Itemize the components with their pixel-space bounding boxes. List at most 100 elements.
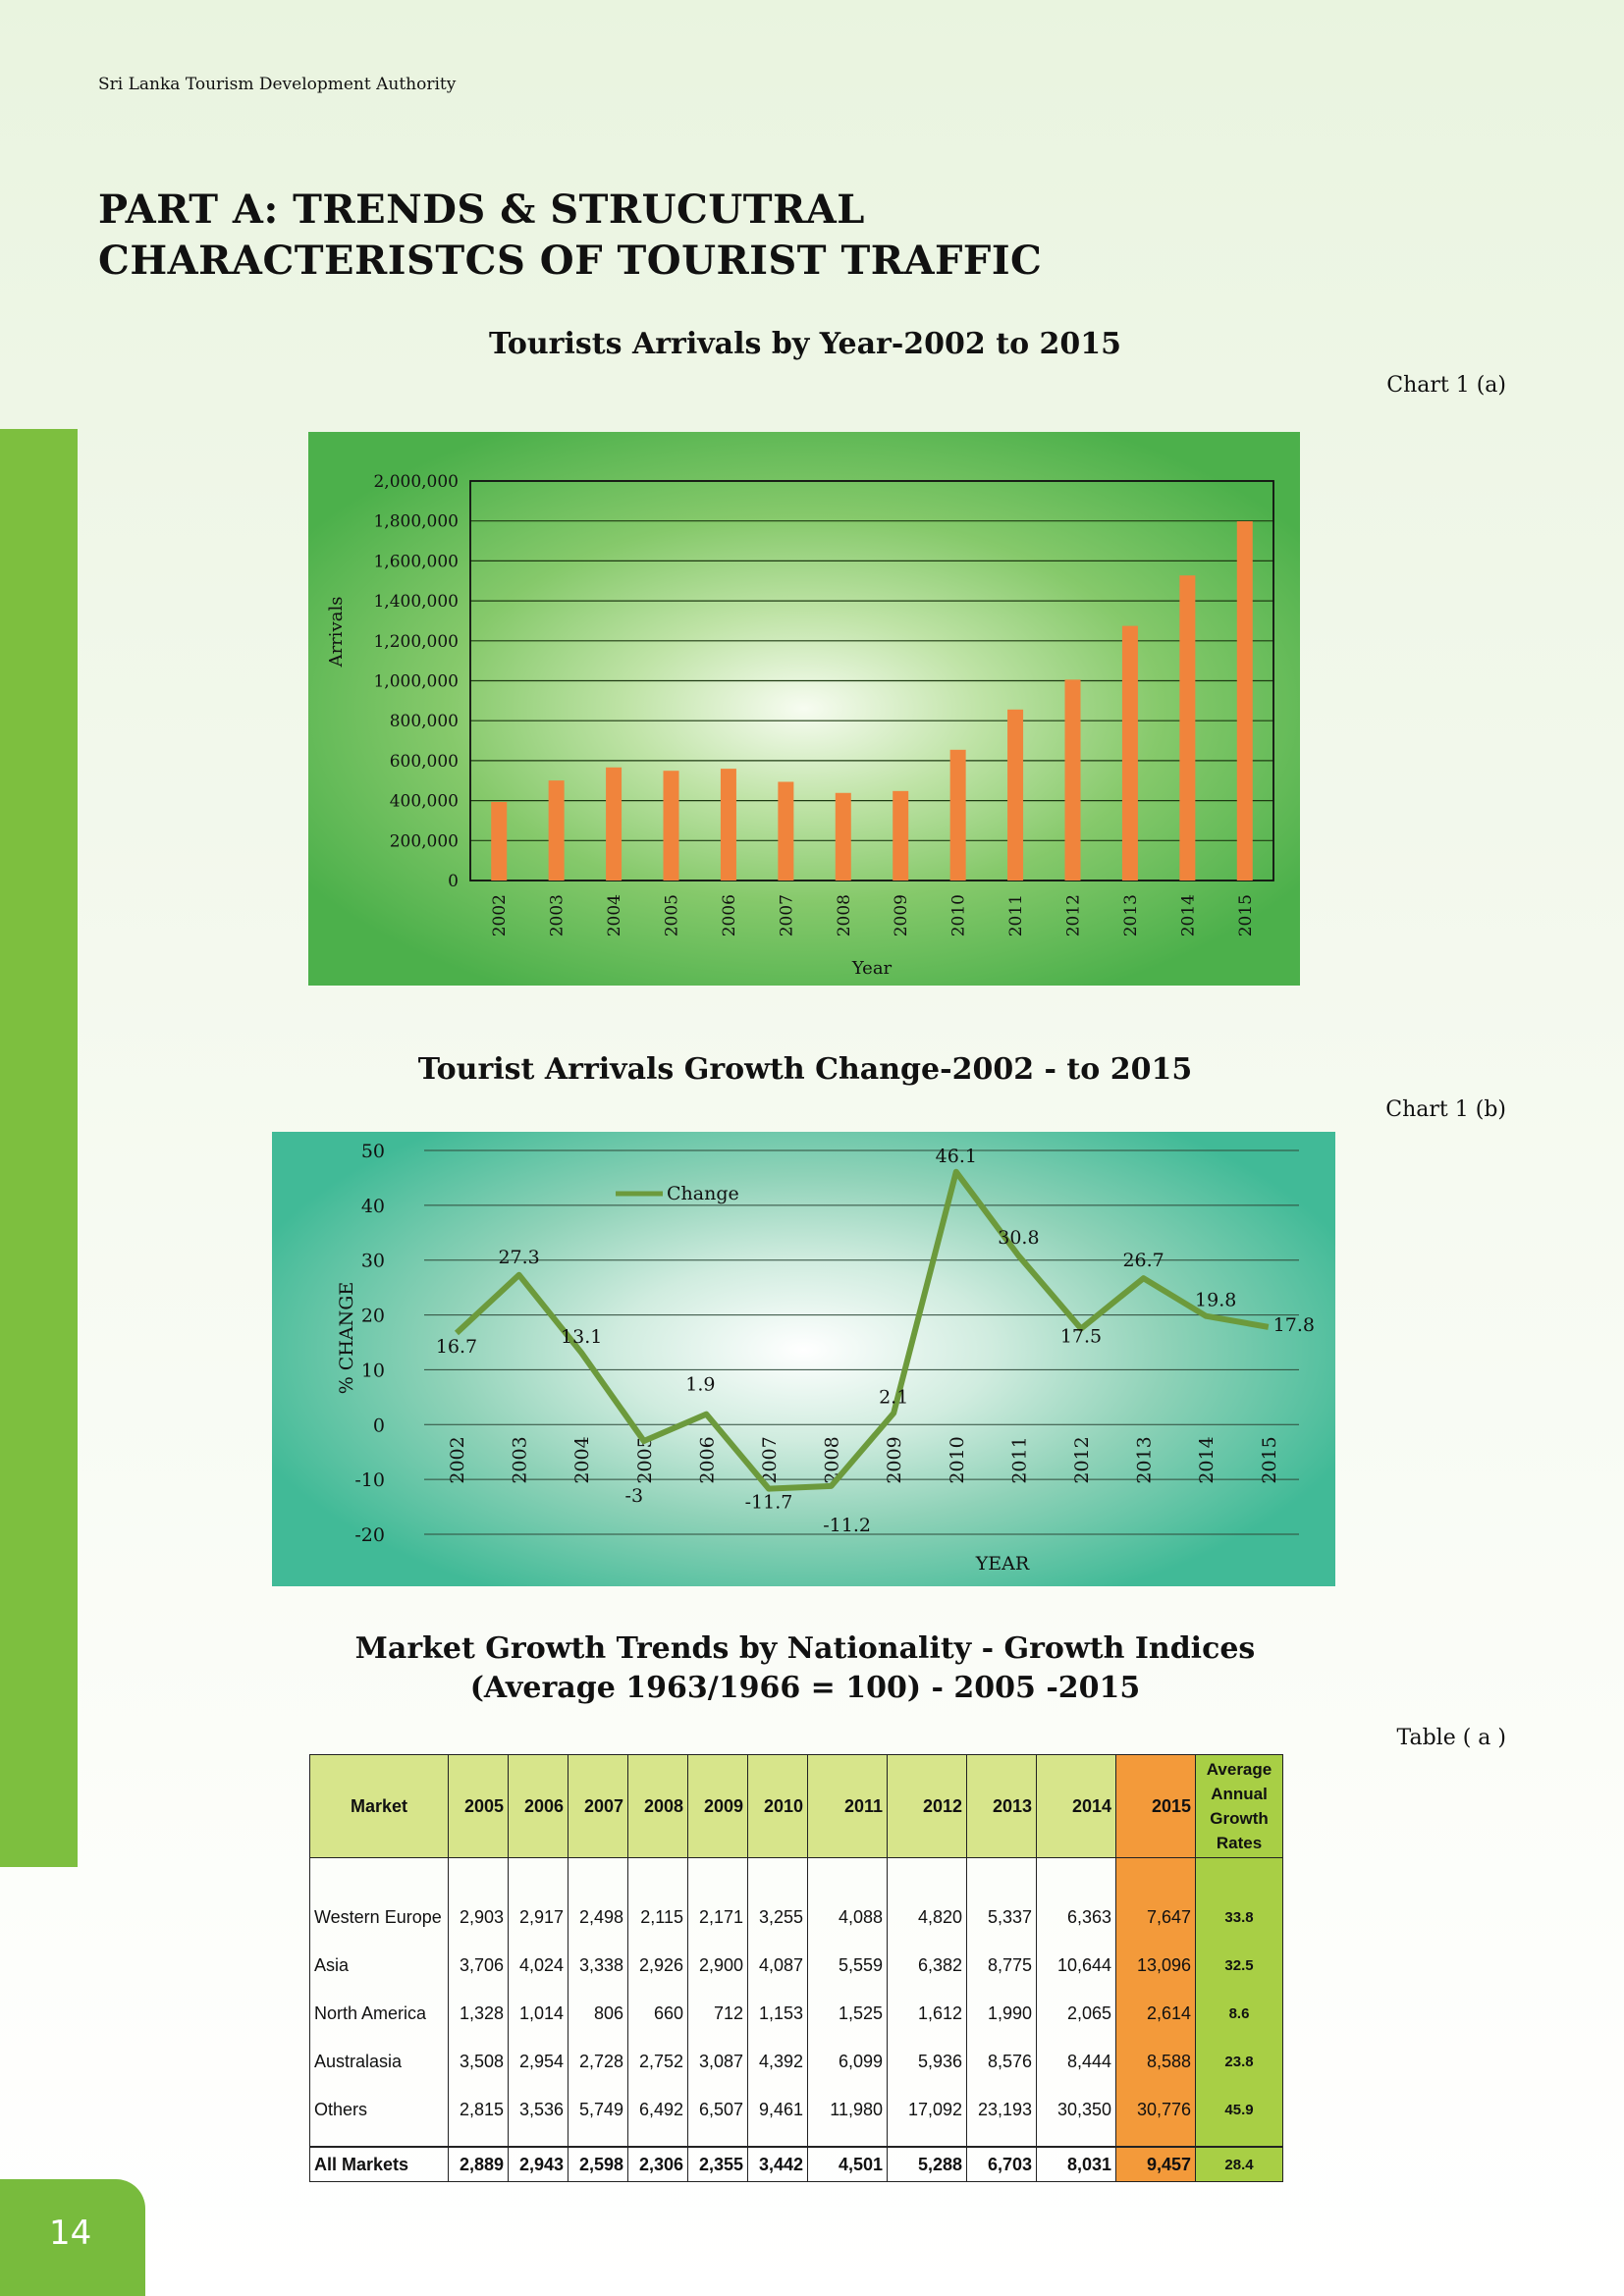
y-tick-label: 2,000,000 — [373, 472, 459, 492]
row-value: 23,193 — [966, 2086, 1037, 2134]
y-tick-label: 1,000,000 — [373, 672, 459, 692]
table-header-row: Market 2005 2006 2007 2008 2009 2010 201… — [309, 1754, 1283, 1858]
series-line-change — [454, 1168, 1270, 1492]
total-value: 2,355 — [687, 2146, 748, 2182]
bar — [548, 780, 565, 881]
x-tick-label: 2009 — [892, 894, 911, 936]
x-tick-label: 2003 — [510, 1436, 531, 1483]
data-label: 26.7 — [1122, 1250, 1164, 1271]
legend-label: Change — [667, 1183, 739, 1204]
bar — [663, 771, 679, 881]
row-value: 9,461 — [747, 2086, 808, 2134]
row-value: 8,576 — [966, 2038, 1037, 2086]
row-value: 2,917 — [508, 1894, 568, 1942]
x-tick-label: 2011 — [1008, 1436, 1030, 1483]
bar — [491, 801, 508, 881]
x-tick-label: 2010 — [949, 894, 969, 936]
x-tick-label: 2004 — [605, 894, 624, 936]
data-label: 17.5 — [1060, 1326, 1102, 1348]
organization-name: Sri Lanka Tourism Development Authority — [98, 75, 457, 94]
bar — [835, 792, 851, 881]
x-tick-label: 2008 — [822, 1436, 843, 1483]
y-tick-label: 0 — [373, 1415, 385, 1436]
row-value: 2,065 — [1036, 1990, 1116, 2038]
bar — [1121, 625, 1138, 881]
y-tick-label: 600,000 — [390, 752, 459, 772]
header-avg-line: Average — [1206, 1760, 1272, 1779]
bar — [1236, 521, 1253, 881]
row-value: 660 — [627, 1990, 688, 2038]
row-value: 3,508 — [448, 2038, 509, 2086]
x-axis-title: YEAR — [975, 1553, 1030, 1575]
y-tick-label: 200,000 — [390, 831, 459, 851]
row-value: 1,612 — [887, 1990, 967, 2038]
x-tick-label: 2005 — [663, 894, 682, 936]
row-value: 2,498 — [568, 1894, 628, 1942]
y-tick-label: 1,200,000 — [373, 632, 459, 652]
row-value: 2,954 — [508, 2038, 568, 2086]
growth-indices-table: Market 2005 2006 2007 2008 2009 2010 201… — [309, 1754, 1283, 2182]
bar — [1064, 679, 1081, 881]
x-tick-label: 2009 — [884, 1436, 905, 1483]
table-spacer-row — [309, 2134, 1283, 2148]
row-value: 1,014 — [508, 1990, 568, 2038]
row-value: 3,338 — [568, 1942, 628, 1990]
row-value: 5,337 — [966, 1894, 1037, 1942]
total-value: 5,288 — [887, 2146, 967, 2182]
growth-line-chart: -20 -10 0 10 20 30 40 50 2002 2003 2004 2005 2006 200… — [272, 1132, 1335, 1586]
x-tick-label: 2013 — [1134, 1436, 1156, 1483]
row-value: 2,728 — [568, 2038, 628, 2086]
header-average-growth: Average Annual Growth Rates — [1195, 1754, 1283, 1858]
bar — [1007, 709, 1024, 881]
row-avg-growth: 33.8 — [1195, 1894, 1283, 1942]
data-label: -11.7 — [745, 1492, 793, 1514]
row-value: 1,153 — [747, 1990, 808, 2038]
row-value: 17,092 — [887, 2086, 967, 2134]
row-value: 1,990 — [966, 1990, 1037, 2038]
x-tick-label: 2006 — [720, 894, 739, 936]
header-year: 2012 — [887, 1754, 967, 1858]
y-tick-label: 0 — [448, 872, 459, 891]
page-number-tab — [0, 2179, 145, 2296]
plot-frame — [469, 480, 1274, 881]
x-tick-label: 2004 — [571, 1436, 593, 1483]
data-label: -11.2 — [823, 1515, 871, 1536]
bar — [778, 781, 794, 881]
row-value: 1,525 — [807, 1990, 888, 2038]
row-market: Australasia — [309, 2038, 449, 2086]
table-row: North America 1,328 1,014 806 660 712 1,… — [309, 1990, 1283, 2038]
y-axis-title: % CHANGE — [336, 1282, 357, 1395]
header-year: 2013 — [966, 1754, 1037, 1858]
header-year: 2006 — [508, 1754, 568, 1858]
total-value: 2,943 — [508, 2146, 568, 2182]
x-tick-label: 2005 — [634, 1436, 656, 1483]
row-avg-growth: 45.9 — [1195, 2086, 1283, 2134]
row-value-2015: 7,647 — [1115, 1894, 1196, 1942]
row-value: 3,087 — [687, 2038, 748, 2086]
x-tick-label: 2013 — [1121, 894, 1141, 936]
row-value: 5,749 — [568, 2086, 628, 2134]
row-value-2015: 2,614 — [1115, 1990, 1196, 2038]
total-value-2015: 9,457 — [1115, 2146, 1196, 2182]
part-title-line1: PART A: TRENDS & STRUCUTRAL — [98, 187, 865, 233]
row-value: 3,536 — [508, 2086, 568, 2134]
x-tick-label: 2007 — [777, 894, 796, 936]
y-tick-label: 10 — [361, 1360, 385, 1381]
table-spacer-row — [309, 1857, 1283, 1894]
header-avg-line: Rates — [1216, 1834, 1263, 1852]
x-tick-label: 2006 — [696, 1436, 718, 1483]
y-tick-label: 400,000 — [390, 792, 459, 812]
total-value: 2,306 — [627, 2146, 688, 2182]
row-value: 4,088 — [807, 1894, 888, 1942]
data-label: 30.8 — [998, 1227, 1039, 1249]
chart2-label: Chart 1 (b) — [1385, 1097, 1506, 1122]
data-label: 17.8 — [1273, 1314, 1315, 1336]
x-axis-title: Year — [851, 958, 893, 979]
page-number: 14 — [49, 2214, 92, 2253]
bar — [893, 790, 909, 881]
row-value: 5,559 — [807, 1942, 888, 1990]
table-total-row: All Markets 2,889 2,943 2,598 2,306 2,35… — [309, 2146, 1283, 2182]
header-year: 2008 — [627, 1754, 688, 1858]
data-label: 1.9 — [685, 1374, 715, 1396]
row-value: 8,775 — [966, 1942, 1037, 1990]
